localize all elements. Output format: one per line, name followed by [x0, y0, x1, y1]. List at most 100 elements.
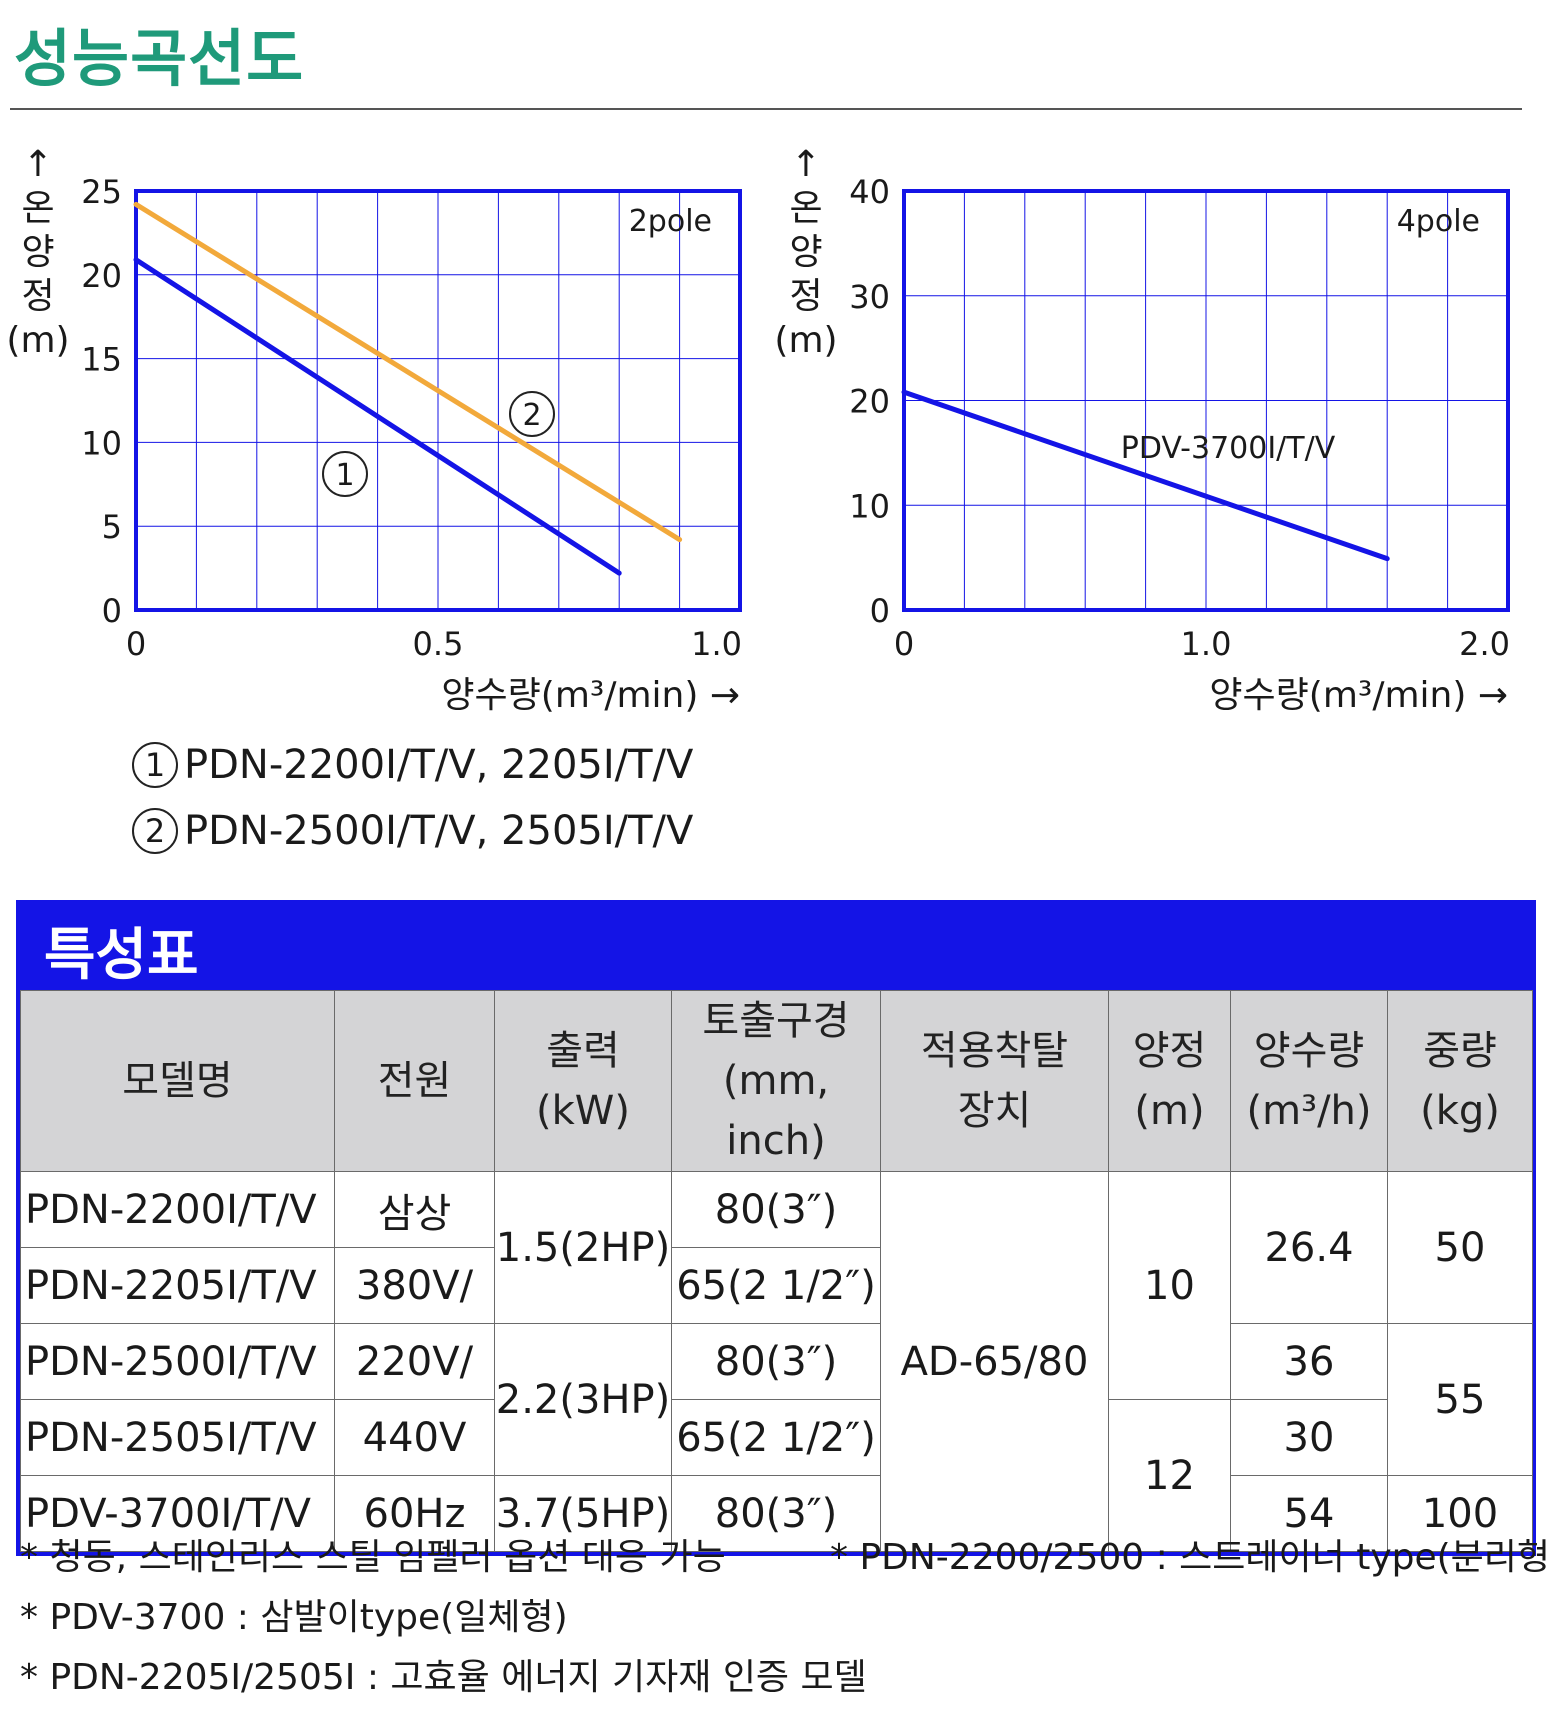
weight-cell: 50	[1387, 1171, 1533, 1324]
series-line	[133, 201, 683, 543]
x-tick-label: 1.0	[691, 625, 742, 663]
x-axis-label: 양수량(m³/min) →	[441, 675, 740, 716]
y-tick-label: 0	[870, 592, 890, 630]
legend: 1 PDN-2200I/T/V, 2205I/T/V 2 PDN-2500I/T…	[132, 732, 693, 864]
table-header-row: 모델명 전원 출력 (kW) 토출구경 (mm, inch) 적용착탈 장치 양정 (m…	[20, 990, 1533, 1172]
header-weight: 중량 (kg)	[1387, 990, 1533, 1172]
weight-cell: 100	[1387, 1475, 1533, 1552]
legend-item: 2 PDN-2500I/T/V, 2505I/T/V	[132, 798, 693, 864]
y-tick-label: 5	[102, 508, 122, 546]
flow-cell: 26.4	[1230, 1171, 1388, 1324]
header-model: 모델명	[20, 990, 335, 1172]
series-label: 1	[335, 458, 354, 493]
y-tick-label: 25	[81, 173, 122, 211]
y-tick-label: 0	[102, 592, 122, 630]
table-row: PDN-2200I/T/V 삼상 1.5(2HP) 80(3″) AD-65/8…	[20, 1171, 1533, 1552]
series-marker	[509, 391, 555, 437]
x-tick-label: 0.5	[413, 625, 464, 663]
x-axis-label: 양수량(m³/min) →	[1209, 675, 1508, 716]
spec-title: 특성표	[20, 904, 1532, 990]
page-title: 성능곡선도	[14, 22, 305, 95]
flow-cell: 30	[1230, 1399, 1388, 1476]
y-axis-label: (m)	[6, 320, 69, 361]
x-tick-label: 0	[894, 625, 914, 663]
output-cell: 1.5(2HP)	[494, 1171, 672, 1324]
title-divider	[10, 108, 1522, 110]
header-outlet: 토출구경 (mm, inch)	[671, 990, 881, 1172]
output-cell: 3.7(5HP)	[494, 1475, 672, 1552]
header-head: 양정 (m)	[1108, 990, 1231, 1172]
legend-item: 1 PDN-2200I/T/V, 2205I/T/V	[132, 732, 693, 798]
y-tick-label: 20	[81, 257, 122, 295]
y-axis-label: ↑	[791, 144, 821, 185]
header-power: 전원	[334, 990, 495, 1172]
footnote: * PDN-2205I/2505I : 고효율 에너지 기자재 인증 모델	[20, 1657, 867, 1698]
y-tick-label: 10	[81, 424, 122, 462]
plot-frame	[134, 189, 742, 612]
spec-table-panel: 특성표 모델명 전원 출력 (kW) 토출구경 (mm, inch) 적용착탈 장치 …	[16, 900, 1536, 1556]
y-tick-label: 10	[849, 487, 890, 525]
header-output: 출력 (kW)	[494, 990, 672, 1172]
y-axis-label: 정	[789, 276, 822, 317]
y-tick-label: 40	[849, 173, 890, 211]
table-row: PDN-2500I/T/V 220V/ 2.2(3HP) 80(3″) 36 5…	[20, 1323, 1533, 1476]
series-line	[901, 389, 1390, 562]
header-flow: 양수량 (m³/h)	[1230, 990, 1388, 1172]
head-cell: 12	[1108, 1399, 1231, 1552]
series-label: 2	[522, 398, 541, 433]
footnote: * PDN-2200/2500 : 스트레이너 type(분리형)	[830, 1537, 1552, 1578]
outlet-cell: 65(2 1/2″)	[671, 1247, 881, 1324]
y-tick-label: 20	[849, 383, 890, 421]
y-axis-label: 정	[21, 276, 54, 317]
weight-cell: 55	[1387, 1323, 1533, 1476]
flow-cell: 36	[1230, 1323, 1388, 1400]
model-cell: PDN-2200I/T/V	[20, 1171, 335, 1248]
power-cell: 220V/	[334, 1323, 495, 1400]
head-cell: 10	[1108, 1171, 1231, 1400]
y-axis-label: 온	[789, 188, 822, 229]
table-row: PDV-3700I/T/V 60Hz 3.7(5HP) 80(3″) 54 10…	[20, 1475, 1533, 1552]
legend-text: PDN-2200I/T/V, 2205I/T/V	[184, 742, 694, 788]
pole-label: 4pole	[1397, 204, 1480, 239]
y-axis-label: 양	[21, 232, 54, 273]
y-axis-label: (m)	[774, 320, 837, 361]
legend-marker: 2	[132, 808, 178, 854]
footnote: * 청동, 스테인리스 스틸 임펠러 옵션 대응 가능	[20, 1537, 726, 1578]
series-line	[133, 257, 622, 576]
header-device: 적용착탈 장치	[880, 990, 1109, 1172]
x-tick-label: 0	[126, 625, 146, 663]
table-row: PDN-2505I/T/V 440V 65(2 1/2″) 12 30	[20, 1399, 1533, 1552]
model-cell: PDN-2505I/T/V	[20, 1399, 335, 1476]
footnote: * PDV-3700 : 삼발이type(일체형)	[20, 1597, 568, 1638]
legend-text: PDN-2500I/T/V, 2505I/T/V	[184, 808, 694, 854]
spec-table: 모델명 전원 출력 (kW) 토출구경 (mm, inch) 적용착탈 장치 양정 (m…	[20, 990, 1533, 1552]
series-marker	[322, 451, 368, 497]
outlet-cell: 80(3″)	[671, 1323, 881, 1400]
power-cell: 380V/	[334, 1247, 495, 1324]
y-axis-label: ↑	[23, 144, 53, 185]
footnotes: * 청동, 스테인리스 스틸 임펠러 옵션 대응 가능 * PDN-2200/2…	[20, 1528, 1552, 1708]
outlet-cell: 80(3″)	[671, 1171, 881, 1248]
series-label: PDV-3700I/T/V	[1121, 431, 1336, 466]
y-tick-label: 30	[849, 278, 890, 316]
table-row: PDN-2205I/T/V 380V/ 65(2 1/2″)	[20, 1247, 1533, 1324]
x-tick-label: 2.0	[1459, 625, 1510, 663]
outlet-cell: 65(2 1/2″)	[671, 1399, 881, 1476]
outlet-cell: 80(3″)	[671, 1475, 881, 1552]
device-cell: AD-65/80	[880, 1171, 1109, 1552]
y-tick-label: 15	[81, 341, 122, 379]
plot-frame	[902, 189, 1510, 612]
output-cell: 2.2(3HP)	[494, 1323, 672, 1476]
legend-marker: 1	[132, 742, 178, 788]
power-cell: 60Hz	[334, 1475, 495, 1552]
y-axis-label: 양	[789, 232, 822, 273]
model-cell: PDN-2500I/T/V	[20, 1323, 335, 1400]
model-cell: PDN-2205I/T/V	[20, 1247, 335, 1324]
y-axis-label: 온	[21, 188, 54, 229]
power-cell: 삼상	[334, 1171, 495, 1248]
pole-label: 2pole	[629, 204, 712, 239]
model-cell: PDV-3700I/T/V	[20, 1475, 335, 1552]
power-cell: 440V	[334, 1399, 495, 1476]
x-tick-label: 1.0	[1181, 625, 1232, 663]
